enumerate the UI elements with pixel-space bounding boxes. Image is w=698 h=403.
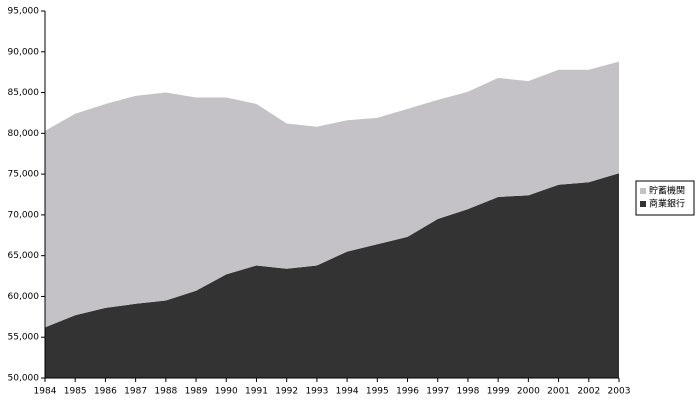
y-tick-label: 50,000 [8, 374, 40, 384]
area [45, 173, 619, 378]
legend-box [635, 180, 695, 216]
x-tick-label: 1988 [154, 387, 177, 397]
x-tick-label: 1993 [305, 387, 328, 397]
x-tick-label: 1995 [366, 387, 389, 397]
legend-label: 貯蓄機関 [649, 185, 685, 197]
y-tick-label: 55,000 [8, 333, 40, 343]
x-tick-label: 1986 [94, 387, 117, 397]
x-tick-label: 1989 [185, 387, 208, 397]
y-tick-label: 95,000 [8, 7, 40, 17]
x-tick-label: 1985 [64, 387, 87, 397]
x-tick-label: 2002 [577, 387, 600, 397]
y-tick-label: 70,000 [8, 210, 40, 220]
x-tick-label: 1997 [426, 387, 449, 397]
x-tick-label: 2000 [517, 387, 540, 397]
x-tick-label: 2001 [547, 387, 570, 397]
legend-swatch [640, 188, 646, 194]
legend-swatch [640, 201, 646, 207]
x-tick-label: 1999 [487, 387, 510, 397]
x-tick-label: 1996 [396, 387, 419, 397]
x-tick-label: 1984 [34, 387, 57, 397]
area [45, 61, 619, 328]
x-tick-label: 1998 [456, 387, 479, 397]
y-tick-label: 90,000 [8, 47, 40, 57]
x-tick-label: 1994 [336, 387, 359, 397]
x-tick-label: 1987 [124, 387, 147, 397]
x-tick-label: 2003 [608, 387, 631, 397]
y-tick-label: 60,000 [8, 292, 40, 302]
x-tick-label: 1991 [245, 387, 268, 397]
y-tick-label: 80,000 [8, 129, 40, 139]
x-tick-label: 1992 [275, 387, 298, 397]
y-tick-label: 85,000 [8, 88, 40, 98]
y-tick-label: 75,000 [8, 170, 40, 180]
y-tick-label: 65,000 [8, 251, 40, 261]
x-tick-label: 1990 [215, 387, 238, 397]
legend-label: 商業銀行 [649, 198, 685, 210]
